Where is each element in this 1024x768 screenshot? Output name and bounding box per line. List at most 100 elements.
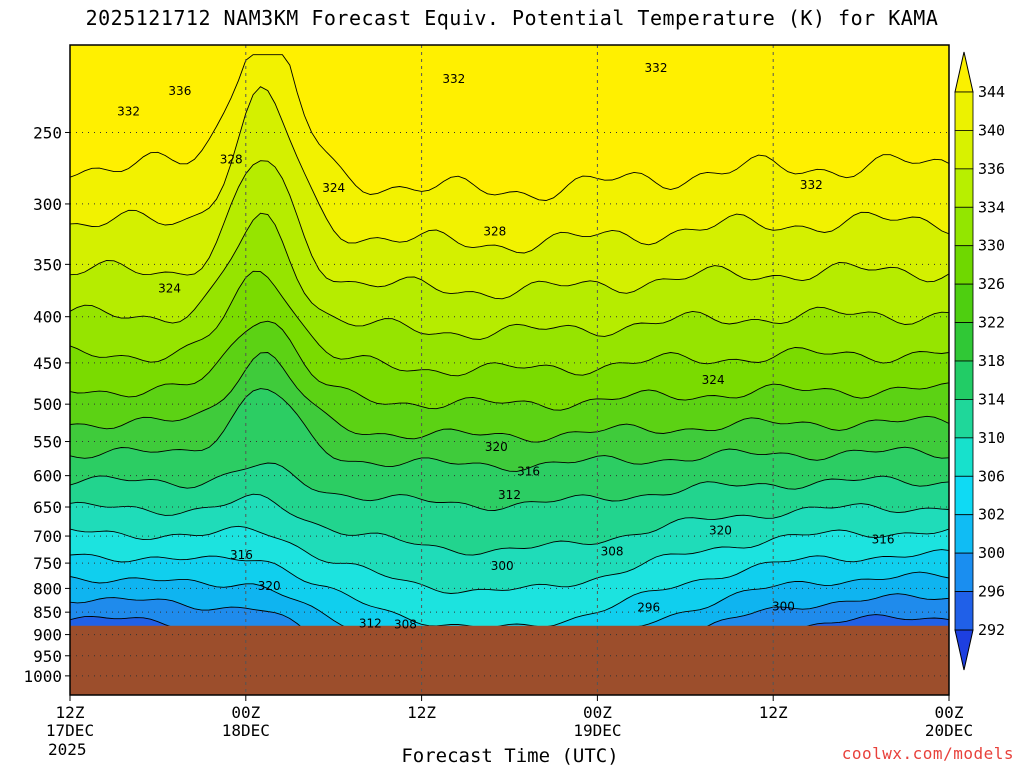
colorbar-segment [954,399,974,439]
y-tick-label: 400 [33,308,62,327]
ground-layer [70,625,949,695]
x-tick-label: 12Z [56,703,85,722]
colorbar-label: 306 [978,467,1005,485]
colorbar-segment [954,552,974,592]
y-tick-label: 250 [33,123,62,142]
contour-line-10 [70,493,949,556]
y-tick-label: 950 [33,647,62,666]
contour-value-label: 320 [485,440,508,454]
colorbar-segment [954,168,974,208]
contour-line-2 [70,86,949,254]
colorbar-top-arrow [954,51,974,93]
y-tick-label: 700 [33,527,62,546]
y-tick-label: 850 [33,603,62,622]
y-tick-label: 300 [33,195,62,214]
colorbar-segment [954,130,974,170]
x-tick-label: 12Z [759,703,788,722]
colorbar-segment [954,591,974,631]
colorbar-segment [954,283,974,323]
colorbar: 344 340 336 334 330 326 322 318 314 310 306 302 300 2… [954,51,1005,671]
y-tick-label: 350 [33,255,62,274]
credit-text: coolwx.com/models [841,744,1014,763]
contour-value-label: 336 [168,84,191,98]
contour-value-label: 300 [491,559,514,573]
contour-value-label: 316 [230,548,253,562]
contour-line-7 [70,352,949,443]
y-tick-label: 600 [33,467,62,486]
contour-value-label: 332 [645,61,668,75]
x-tick-label: 00Z [935,703,964,722]
contour-value-label: 324 [158,281,181,295]
colorbar-segment [954,437,974,477]
year-label: 2025 [48,740,87,759]
ground-fill [70,625,949,695]
contour-value-label: 332 [442,72,465,86]
colorbar-bottom-arrow [954,629,974,671]
contour-value-label: 316 [517,465,540,479]
contour-value-label: 324 [702,373,725,387]
colorbar-segment [954,91,974,131]
colorbar-label: 322 [978,314,1005,332]
contour-line-3 [70,160,949,300]
colorbar-label: 302 [978,506,1005,524]
colorbar-label: 336 [978,160,1005,178]
y-tick-label: 650 [33,498,62,517]
colorbar-label: 326 [978,275,1005,293]
colorbar-segment [954,514,974,554]
contour-value-label: 332 [800,178,823,192]
x-axis-title: Forecast Time (UTC) [401,745,619,767]
contour-line-8 [70,388,949,472]
y-tick-label: 1000 [23,667,62,686]
colorbar-label: 318 [978,352,1005,370]
contour-line-4 [70,212,949,340]
colorbar-label: 310 [978,429,1005,447]
x-tick-label: 00Z [231,703,260,722]
x-tick-label: 00Z [583,703,612,722]
colorbar-segment [954,360,974,400]
contour-line-1 [70,54,949,201]
colorbar-segment [954,475,974,516]
colorbar-segment [954,245,974,285]
contour-value-label: 308 [394,617,417,631]
x-tick-date-label: 20DEC [925,721,973,740]
contour-value-label: 328 [483,225,506,239]
x-tick-date-label: 19DEC [573,721,621,740]
colorbar-label: 296 [978,583,1005,601]
y-tick-label: 450 [33,354,62,373]
contour-line-9 [70,462,949,511]
contour-value-label: 320 [258,579,281,593]
contour-fills [70,45,949,695]
contour-value-label: 320 [709,523,732,537]
contour-value-label: 316 [872,532,895,546]
contour-value-label: 324 [322,181,345,195]
colorbar-segment [954,322,974,362]
y-tick-label: 900 [33,626,62,645]
colorbar-label: 292 [978,621,1005,639]
contour-line-6 [70,320,949,411]
colorbar-label: 340 [978,121,1005,139]
contour-line-5 [70,270,949,377]
contour-value-label: 328 [220,153,243,167]
contour-labels: 336 332 332 332 332 328 328 324 324 324 320 316 312 3… [117,61,894,632]
x-tick-date-label: 18DEC [222,721,270,740]
y-tick-label: 800 [33,579,62,598]
contour-value-label: 332 [117,105,140,119]
chart-title: 2025121712 NAM3KM Forecast Equiv. Potent… [85,6,939,30]
contour-value-label: 300 [772,600,795,614]
plot-frame [69,44,950,696]
y-tick-label: 750 [33,554,62,573]
colorbar-label: 314 [978,390,1005,408]
y-tick-label: 500 [33,395,62,414]
contour-line-11 [70,525,949,594]
y-tick-label: 550 [33,433,62,452]
contour-value-label: 312 [498,488,521,502]
x-tick-label: 12Z [407,703,436,722]
y-axis: 250 300 350 400 450 500 550 600 650 700 750 800 850 9… [23,123,70,686]
contour-line-12 [70,549,949,629]
colorbar-label: 300 [978,544,1005,562]
colorbar-label: 344 [978,83,1005,101]
contour-value-label: 296 [637,601,660,615]
colorbar-label: 330 [978,237,1005,255]
colorbar-segment [954,206,974,247]
